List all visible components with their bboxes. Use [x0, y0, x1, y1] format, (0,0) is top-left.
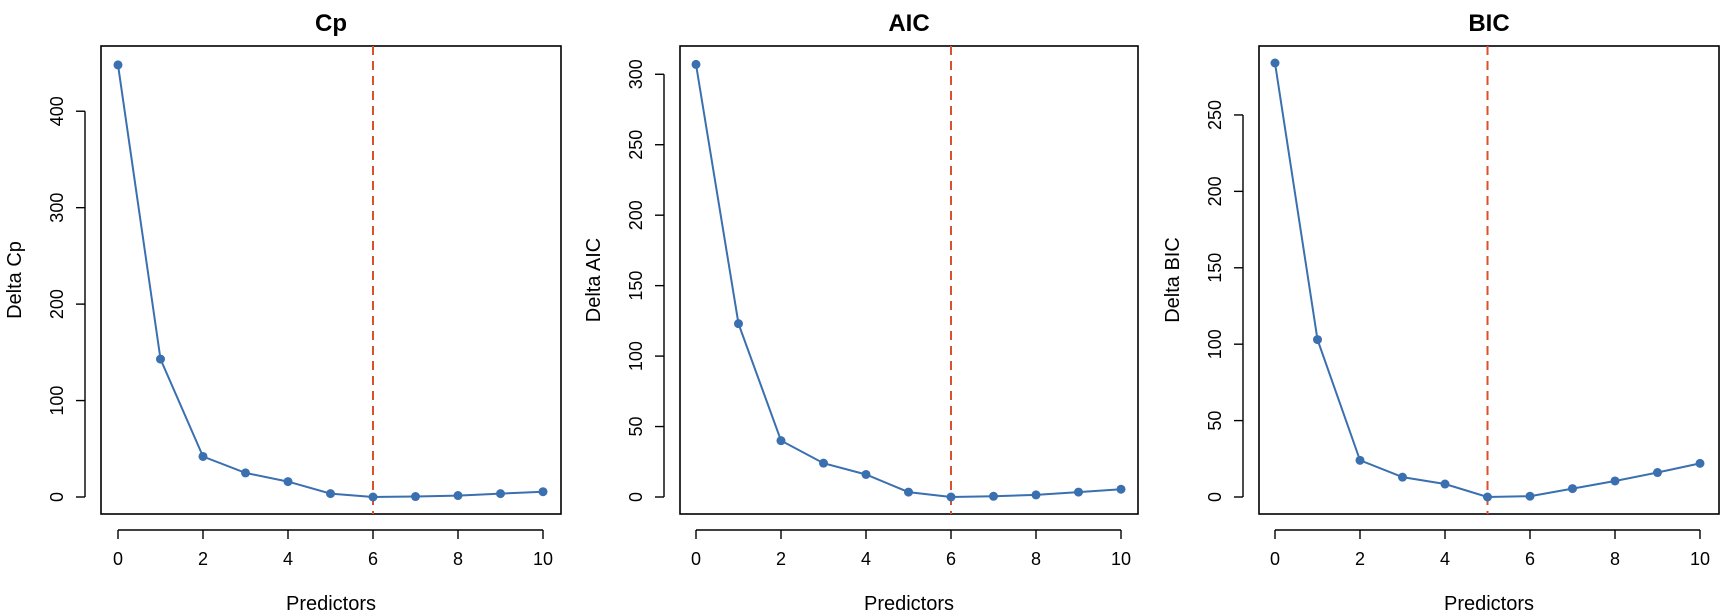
data-point: [1031, 490, 1041, 500]
x-tick-label: 4: [283, 549, 293, 569]
y-axis-title: Delta BIC: [1162, 237, 1184, 323]
data-point: [241, 468, 250, 478]
data-point: [904, 487, 913, 497]
data-point: [946, 492, 956, 502]
data-point: [1398, 472, 1407, 482]
data-point: [1483, 492, 1492, 502]
data-point: [1355, 455, 1365, 465]
data-point: [283, 477, 293, 487]
chart-title: Cp: [315, 10, 347, 37]
x-axis-title: Predictors: [286, 593, 376, 614]
y-tick-label: 0: [47, 492, 67, 502]
data-point: [1116, 484, 1126, 494]
chart-title: AIC: [888, 10, 929, 37]
x-tick-label: 0: [691, 549, 701, 569]
plot-frame: [1258, 45, 1720, 515]
data-point: [1313, 335, 1322, 345]
data-point: [326, 489, 335, 499]
data-point: [861, 469, 871, 479]
data-point: [156, 354, 165, 364]
x-tick-label: 0: [113, 549, 123, 569]
y-tick-label: 150: [626, 271, 646, 301]
data-point: [1440, 479, 1450, 489]
x-tick-label: 2: [776, 549, 786, 569]
y-tick-label: 200: [47, 289, 67, 319]
x-tick-label: 6: [946, 549, 956, 569]
data-point: [1610, 476, 1620, 486]
x-tick-label: 10: [1111, 549, 1131, 569]
y-tick-label: 250: [626, 130, 646, 160]
x-tick-label: 2: [198, 549, 208, 569]
data-point: [113, 60, 123, 70]
data-point: [1270, 58, 1280, 68]
x-tick-label: 0: [1270, 549, 1280, 569]
data-point: [776, 436, 786, 446]
y-tick-label: 50: [626, 417, 646, 437]
x-tick-label: 8: [453, 549, 463, 569]
data-point: [1568, 484, 1577, 494]
x-tick-label: 4: [861, 549, 871, 569]
data-point: [368, 492, 378, 502]
y-tick-label: 250: [1205, 100, 1225, 130]
plot-frame: [679, 45, 1139, 515]
series-line: [695, 64, 1122, 499]
y-tick-label: 100: [1205, 329, 1225, 359]
data-point: [453, 491, 463, 501]
data-point: [819, 458, 828, 468]
x-axis-title: Predictors: [864, 593, 954, 614]
data-point: [989, 491, 998, 501]
y-tick-label: 0: [1205, 492, 1225, 502]
data-point: [1695, 458, 1705, 468]
y-axis-title: Delta AIC: [583, 238, 605, 322]
data-point: [1525, 491, 1535, 501]
plot-frame: [100, 45, 562, 515]
y-tick-label: 0: [626, 492, 646, 502]
chart-title: BIC: [1468, 10, 1509, 37]
data-point: [411, 492, 420, 502]
y-tick-label: 150: [1205, 253, 1225, 283]
x-tick-label: 2: [1355, 549, 1365, 569]
y-tick-label: 200: [1205, 176, 1225, 206]
y-tick-label: 50: [1205, 411, 1225, 431]
data-point: [496, 489, 505, 499]
series-line: [117, 64, 544, 499]
data-point: [1074, 487, 1083, 497]
x-tick-label: 4: [1440, 549, 1450, 569]
y-tick-label: 300: [626, 59, 646, 89]
y-tick-label: 300: [47, 193, 67, 223]
data-point: [1653, 468, 1662, 478]
x-tick-label: 10: [533, 549, 553, 569]
x-tick-label: 8: [1031, 549, 1041, 569]
data-point: [734, 319, 743, 329]
y-axis-title: Delta Cp: [4, 241, 26, 319]
x-axis-title: Predictors: [1444, 593, 1534, 614]
y-tick-label: 100: [47, 386, 67, 416]
data-point: [198, 451, 208, 461]
data-point: [538, 487, 548, 497]
y-tick-label: 400: [47, 96, 67, 126]
x-tick-label: 10: [1690, 549, 1710, 569]
y-tick-label: 100: [626, 341, 646, 371]
x-tick-label: 6: [368, 549, 378, 569]
y-tick-label: 200: [626, 200, 646, 230]
x-tick-label: 8: [1610, 549, 1620, 569]
x-tick-label: 6: [1525, 549, 1535, 569]
data-point: [691, 59, 701, 69]
